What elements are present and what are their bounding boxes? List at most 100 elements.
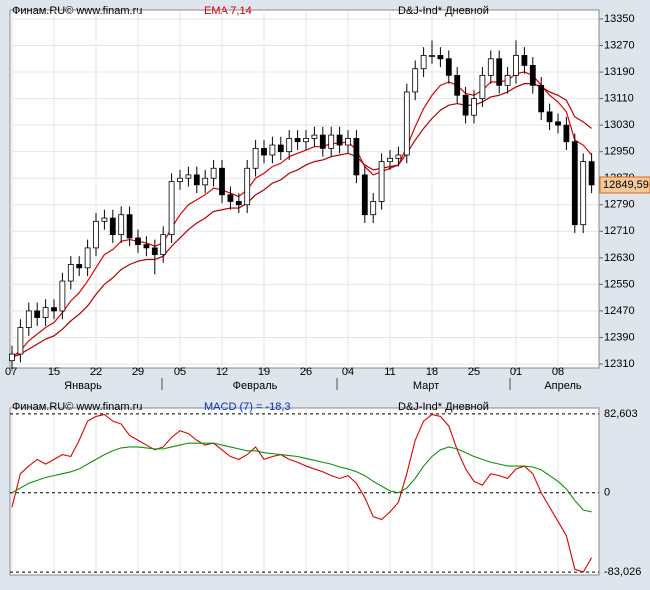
candle-body bbox=[244, 167, 251, 206]
candle-body bbox=[487, 58, 494, 76]
candle-body bbox=[420, 55, 427, 70]
y-tick-label: 12390 bbox=[604, 331, 635, 343]
indicator: EMA 7,14 bbox=[204, 5, 252, 17]
candle-body bbox=[588, 161, 595, 186]
y-tick-label: 82,603 bbox=[604, 408, 638, 420]
candle-body bbox=[109, 217, 116, 236]
candle-body bbox=[471, 98, 477, 116]
y-tick-label: 12550 bbox=[604, 278, 635, 290]
candle-body bbox=[76, 264, 83, 269]
candle-body bbox=[277, 144, 284, 153]
y-tick-label: 13030 bbox=[604, 119, 635, 131]
candle-body bbox=[51, 307, 57, 312]
candle-body bbox=[135, 237, 141, 245]
candle-body bbox=[160, 234, 167, 255]
candle-body bbox=[42, 307, 49, 318]
candle-body bbox=[185, 174, 192, 179]
month-label: Апрель bbox=[544, 380, 582, 392]
x-tick-label: 22 bbox=[90, 366, 102, 378]
last-price-box bbox=[599, 176, 650, 194]
candle-body bbox=[437, 55, 444, 60]
candle-body bbox=[336, 134, 343, 146]
x-tick-label: 29 bbox=[132, 366, 144, 378]
candle-body bbox=[168, 181, 175, 236]
candle-body bbox=[370, 201, 377, 216]
indicator: MACD (7) = -18,3 bbox=[204, 401, 291, 413]
y-tick-label: 13350 bbox=[604, 13, 635, 25]
instrument: D&J-Ind* Дневной bbox=[398, 401, 489, 413]
x-tick-label: 25 bbox=[468, 366, 480, 378]
x-tick-label: 05 bbox=[174, 366, 186, 378]
candle-body bbox=[151, 247, 158, 255]
candle-body bbox=[361, 174, 368, 216]
y-tick-label: 12790 bbox=[604, 199, 635, 211]
candle-body bbox=[504, 74, 511, 86]
candle-body bbox=[101, 217, 108, 222]
candle-body bbox=[235, 201, 242, 206]
y-tick-label: 12310 bbox=[604, 358, 635, 370]
x-tick-label: 19 bbox=[258, 366, 270, 378]
candle-body bbox=[269, 144, 276, 156]
instrument: D&J-Ind* Дневной bbox=[398, 5, 489, 17]
candle-body bbox=[193, 174, 200, 186]
y-tick-label: 12710 bbox=[604, 225, 635, 237]
x-tick-label: 15 bbox=[48, 366, 60, 378]
candle-body bbox=[67, 264, 74, 282]
x-tick-label: 26 bbox=[300, 366, 312, 378]
candle-body bbox=[429, 55, 435, 57]
candle-body bbox=[462, 94, 469, 116]
candle-body bbox=[210, 167, 217, 179]
candle-body bbox=[17, 327, 24, 355]
candle-body bbox=[25, 310, 32, 328]
candle-body bbox=[555, 121, 561, 126]
month-label: Март bbox=[413, 380, 439, 392]
candle-body bbox=[319, 134, 326, 149]
x-tick-label: 04 bbox=[342, 366, 354, 378]
y-tick-label: 13190 bbox=[604, 66, 635, 78]
candle-body bbox=[126, 214, 133, 239]
ema-line bbox=[11, 83, 592, 358]
candle-body bbox=[529, 65, 536, 86]
candle-body bbox=[143, 244, 150, 249]
candle-body bbox=[294, 138, 301, 143]
candle-body bbox=[177, 177, 183, 182]
candle-body bbox=[9, 353, 15, 362]
candle-body bbox=[412, 68, 419, 93]
candle-body bbox=[93, 220, 99, 249]
x-tick-label: 11 bbox=[384, 366, 395, 378]
candle-body bbox=[538, 84, 545, 113]
y-tick-label: 12630 bbox=[604, 252, 635, 264]
candle-body bbox=[571, 141, 578, 226]
candle-body bbox=[454, 74, 461, 96]
candle-body bbox=[395, 154, 402, 159]
candle-body bbox=[496, 58, 503, 86]
candle-body bbox=[353, 138, 360, 176]
candle-body bbox=[84, 247, 91, 269]
x-tick-label: 18 bbox=[426, 366, 438, 378]
y-tick-label: 13110 bbox=[604, 92, 634, 104]
macd-line bbox=[11, 442, 592, 513]
candle-body bbox=[403, 91, 410, 156]
candle-body bbox=[202, 177, 209, 186]
candle-body bbox=[34, 310, 41, 318]
x-tick-label: 12 bbox=[216, 366, 228, 378]
y-tick-label: 12470 bbox=[604, 305, 635, 317]
macd-line bbox=[11, 413, 593, 573]
candle-body bbox=[219, 167, 225, 196]
candle-body bbox=[286, 138, 293, 153]
month-label: Февраль bbox=[233, 380, 278, 392]
ema-line bbox=[11, 71, 593, 358]
x-tick-label: 07 bbox=[5, 366, 17, 378]
macd-panel bbox=[9, 407, 600, 576]
y-tick-label: 0 bbox=[604, 487, 610, 499]
candle-body bbox=[546, 111, 553, 123]
y-tick-label: 13270 bbox=[604, 39, 635, 51]
y-tick-label: 12950 bbox=[604, 146, 635, 158]
candle-body bbox=[378, 161, 385, 202]
candle-body bbox=[445, 58, 452, 76]
last-price-label: 12849,59 bbox=[603, 179, 649, 191]
candle-body bbox=[479, 74, 486, 99]
source: Финам.RU© www.finam.ru bbox=[12, 5, 142, 17]
candle-body bbox=[252, 147, 259, 169]
